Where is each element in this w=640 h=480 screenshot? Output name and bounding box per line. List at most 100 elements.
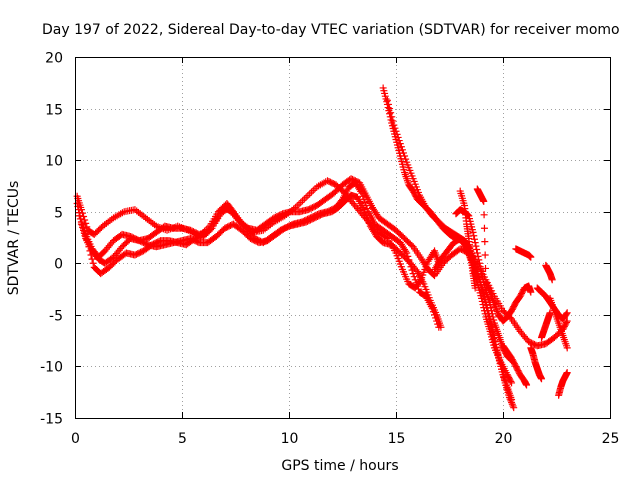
data-point-fill bbox=[475, 259, 483, 267]
data-point bbox=[396, 140, 404, 148]
data-point-fill bbox=[363, 205, 371, 213]
data-point bbox=[480, 197, 488, 205]
data-point-fill bbox=[392, 127, 400, 135]
series-track-18 bbox=[555, 369, 571, 399]
data-point-fill bbox=[389, 117, 397, 125]
data-point-fill bbox=[483, 281, 491, 289]
data-point-fill bbox=[462, 242, 470, 250]
grid-lines bbox=[75, 57, 610, 418]
data-point-fill bbox=[481, 310, 489, 318]
plot-frame bbox=[75, 57, 611, 419]
data-point-fill bbox=[489, 313, 497, 321]
data-point-fill bbox=[507, 378, 515, 386]
data-point-fill bbox=[473, 246, 481, 254]
data-point bbox=[563, 344, 571, 352]
data-point bbox=[508, 379, 516, 387]
data-point-fill bbox=[387, 109, 395, 117]
data-point-fill bbox=[82, 232, 90, 240]
data-point bbox=[469, 228, 477, 236]
data-point-fill bbox=[479, 301, 487, 309]
data-point bbox=[538, 375, 546, 383]
x-tick-label: 10 bbox=[281, 431, 299, 447]
data-point-fill bbox=[474, 252, 482, 260]
data-point-fill bbox=[492, 304, 500, 312]
x-tick-label: 25 bbox=[602, 431, 620, 447]
data-point-fill bbox=[76, 215, 84, 223]
data-point bbox=[403, 249, 411, 257]
data-point bbox=[77, 220, 85, 228]
series-track-4 bbox=[77, 191, 445, 331]
data-point bbox=[75, 212, 83, 220]
data-point-fill bbox=[395, 137, 403, 145]
data-point-fill bbox=[480, 304, 488, 312]
data-point-fill bbox=[493, 307, 501, 315]
data-point-fill bbox=[307, 188, 315, 196]
data-point bbox=[473, 249, 481, 257]
data-marks bbox=[73, 84, 571, 412]
data-point-fill bbox=[75, 206, 83, 214]
data-point bbox=[527, 288, 535, 296]
x-tick-label: 0 bbox=[71, 431, 80, 447]
data-point-fill bbox=[80, 226, 88, 234]
data-point-fill bbox=[411, 276, 419, 284]
data-point bbox=[527, 253, 535, 261]
data-point bbox=[84, 239, 92, 247]
series-track-16 bbox=[542, 261, 556, 284]
data-point bbox=[563, 309, 571, 317]
data-point bbox=[523, 381, 531, 389]
data-point bbox=[390, 121, 398, 129]
series-track-12 bbox=[512, 245, 535, 261]
data-point-fill bbox=[488, 307, 496, 315]
data-point-fill bbox=[306, 190, 314, 198]
series-track-13 bbox=[527, 344, 546, 383]
series-track-11 bbox=[499, 342, 531, 389]
data-point bbox=[548, 276, 556, 284]
data-point-fill bbox=[412, 279, 420, 287]
y-tick-label: -5 bbox=[49, 309, 63, 325]
y-tick-label: 20 bbox=[45, 51, 63, 67]
data-point bbox=[490, 301, 498, 309]
data-point bbox=[563, 369, 571, 377]
data-point bbox=[460, 239, 468, 247]
data-point-fill bbox=[410, 273, 418, 281]
data-point bbox=[302, 193, 310, 201]
data-point-fill bbox=[295, 200, 303, 208]
data-point-fill bbox=[490, 316, 498, 324]
data-point-fill bbox=[483, 280, 491, 288]
data-point-fill bbox=[481, 238, 489, 246]
data-point-fill bbox=[562, 310, 570, 318]
data-point-fill bbox=[82, 219, 90, 227]
data-point-fill bbox=[412, 266, 420, 274]
y-tick-label: -10 bbox=[40, 360, 63, 376]
data-point-fill bbox=[386, 105, 394, 113]
y-tick-label: -15 bbox=[40, 412, 63, 428]
data-point bbox=[437, 323, 445, 331]
x-tick-label: 20 bbox=[495, 431, 513, 447]
data-point-fill bbox=[481, 251, 489, 259]
data-point-fill bbox=[397, 143, 405, 151]
data-point-fill bbox=[402, 247, 410, 255]
data-point-fill bbox=[475, 256, 483, 264]
data-point-fill bbox=[297, 198, 305, 206]
series-track-15 bbox=[538, 309, 554, 342]
series-track-10 bbox=[473, 185, 535, 325]
tick-labels: 0 5 10 15 20 25 -15 -10 -5 0 5 10 15 20 bbox=[40, 51, 619, 448]
data-point-fill bbox=[491, 302, 499, 310]
data-point-fill bbox=[476, 263, 484, 271]
data-point-fill bbox=[83, 236, 91, 244]
data-point-fill bbox=[477, 266, 485, 274]
data-point-fill bbox=[480, 224, 488, 232]
data-point-fill bbox=[398, 146, 406, 154]
data-point-fill bbox=[493, 306, 501, 314]
data-point-fill bbox=[480, 211, 488, 219]
data-point-fill bbox=[393, 130, 401, 138]
data-point-fill bbox=[480, 307, 488, 315]
data-point-fill bbox=[87, 251, 95, 259]
data-point-fill bbox=[414, 285, 422, 293]
data-point-fill bbox=[81, 229, 89, 237]
data-point-fill bbox=[401, 152, 409, 160]
data-point bbox=[508, 395, 516, 403]
data-point-fill bbox=[485, 286, 493, 294]
data-point-fill bbox=[207, 226, 215, 234]
